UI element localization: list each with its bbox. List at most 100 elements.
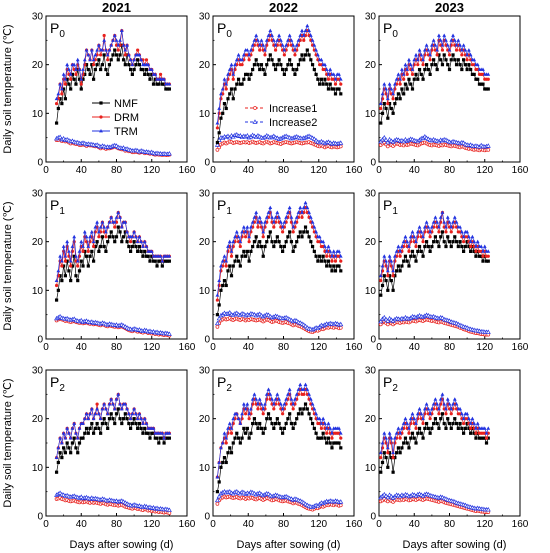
data-point-trm: [323, 244, 327, 248]
data-point-nmf: [263, 244, 267, 249]
data-point-trm: [111, 402, 115, 406]
data-point-trm: [298, 205, 303, 209]
data-point-nmf: [99, 431, 103, 435]
data-point-nmf: [440, 412, 445, 416]
data-point-nmf: [446, 417, 450, 421]
data-point-trm: [266, 33, 271, 37]
data-point-trm: [482, 244, 487, 248]
data-point-trm: [428, 229, 433, 234]
data-point-nmf: [240, 82, 244, 86]
data-point-drm: [63, 82, 67, 86]
y-tick-label: 0: [370, 158, 376, 169]
data-point-trm: [410, 67, 415, 71]
y-tick-label: 20: [365, 60, 377, 71]
data-point-drm: [302, 392, 306, 396]
data-point-trm: [270, 33, 274, 37]
panel-label-base: P: [217, 374, 226, 390]
data-point-trm: [331, 72, 336, 76]
data-point-drm: [414, 426, 418, 430]
data-point-trm: [102, 225, 107, 229]
data-point-trm: [118, 402, 122, 406]
data-point-trm: [118, 215, 122, 219]
data-point-trm: [452, 215, 457, 219]
data-point-trm: [382, 431, 387, 435]
data-point-nmf: [217, 303, 221, 307]
data-point-nmf: [158, 436, 163, 440]
data-point-trm: [458, 43, 462, 47]
data-point-nmf: [240, 436, 244, 440]
data-point-trm: [459, 48, 464, 52]
data-point-nmf: [120, 421, 124, 426]
data-point-trm: [387, 254, 392, 258]
data-point-nmf: [77, 441, 82, 445]
data-point-trm: [305, 387, 310, 391]
data-point-nmf: [167, 436, 171, 440]
data-point-nmf: [242, 77, 246, 81]
data-point-nmf: [447, 421, 452, 426]
data-point-drm: [410, 72, 415, 76]
data-point-drm: [319, 426, 323, 430]
data-point-nmf: [417, 67, 422, 72]
data-point-nmf: [289, 421, 294, 426]
y-tick-label: 20: [365, 414, 377, 425]
data-point-nmf: [458, 63, 462, 67]
data-point-trm: [102, 402, 107, 406]
series-nmf: [215, 402, 343, 494]
data-point-nmf: [242, 249, 246, 253]
data-point-trm: [414, 52, 418, 57]
data-point-nmf: [439, 235, 443, 239]
data-point-trm: [250, 397, 255, 401]
data-point-nmf: [284, 67, 288, 72]
data-point-nmf: [162, 82, 166, 86]
data-point-trm: [88, 234, 92, 239]
data-point-nmf: [309, 417, 313, 421]
data-point-increase1: [385, 322, 390, 327]
data-point-nmf: [106, 72, 110, 76]
data-point-trm: [280, 406, 285, 411]
data-point-trm: [231, 72, 236, 76]
data-point-trm: [121, 43, 126, 47]
data-point-nmf: [231, 97, 235, 101]
data-point-nmf: [84, 63, 89, 67]
data-point-nmf: [113, 240, 117, 244]
data-point-trm: [84, 48, 89, 52]
data-point-trm: [111, 38, 115, 42]
data-point-drm: [481, 254, 485, 258]
data-point-trm: [440, 392, 445, 396]
data-point-trm: [328, 426, 333, 430]
data-point-increase2: [378, 318, 384, 324]
data-point-nmf: [402, 259, 406, 263]
data-point-trm: [422, 48, 427, 52]
data-point-nmf: [79, 259, 83, 263]
data-point-trm: [482, 426, 487, 430]
data-point-nmf: [432, 58, 436, 62]
data-point-trm: [301, 33, 306, 37]
data-point-trm: [263, 402, 267, 406]
data-point-trm: [219, 91, 223, 96]
data-point-drm: [414, 244, 418, 249]
data-point-nmf: [81, 436, 85, 440]
data-point-drm: [144, 58, 149, 62]
data-point-nmf: [417, 244, 422, 249]
data-point-nmf: [130, 72, 134, 76]
data-point-trm: [245, 48, 250, 52]
data-point-nmf: [424, 421, 429, 426]
data-point-trm: [75, 57, 80, 62]
data-point-nmf: [244, 254, 248, 258]
data-point-nmf: [116, 58, 120, 62]
data-point-nmf: [166, 436, 170, 440]
data-point-trm: [224, 259, 229, 263]
y-tick-label: 10: [365, 109, 377, 120]
data-point-nmf: [166, 87, 170, 91]
series-nmf: [379, 230, 490, 297]
data-point-trm: [158, 254, 163, 258]
data-point-trm: [394, 431, 399, 435]
data-point-trm: [384, 259, 388, 263]
panel-label-subscript: 0: [392, 29, 398, 40]
data-point-nmf: [106, 240, 110, 244]
data-point-trm: [296, 387, 301, 391]
data-point-nmf: [109, 230, 113, 234]
data-point-nmf: [481, 436, 485, 440]
data-point-drm: [261, 235, 265, 239]
